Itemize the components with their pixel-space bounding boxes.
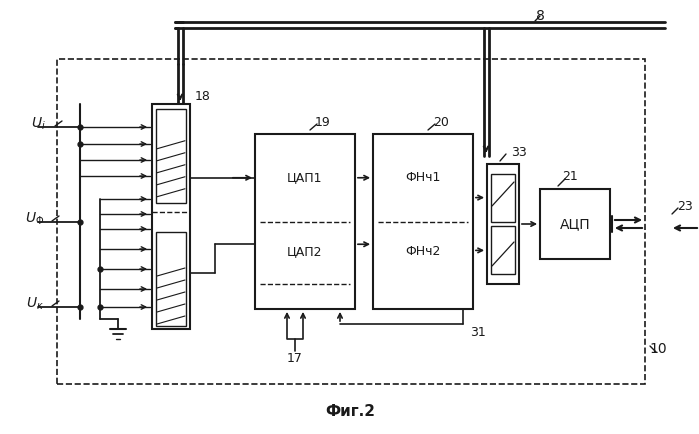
Text: 21: 21 [562, 171, 578, 184]
Text: 20: 20 [433, 115, 449, 128]
Text: 31: 31 [470, 326, 486, 339]
Bar [487, 164, 519, 284]
Text: $U_i$: $U_i$ [31, 116, 45, 132]
Text: 19: 19 [315, 115, 331, 128]
Text: ЦАП1: ЦАП1 [287, 171, 323, 184]
Text: Фиг.2: Фиг.2 [325, 404, 375, 420]
Text: АЦП: АЦП [560, 217, 591, 231]
Text: 17: 17 [287, 352, 303, 365]
Bar [156, 231, 186, 326]
Bar [540, 189, 610, 259]
Text: 33: 33 [511, 145, 527, 158]
Text: 10: 10 [649, 342, 667, 356]
Text: ФНч2: ФНч2 [405, 245, 440, 258]
Text: $U_\Phi$: $U_\Phi$ [25, 211, 45, 227]
Bar [373, 134, 473, 309]
Bar [491, 174, 515, 222]
Text: $U_\kappa$: $U_\kappa$ [26, 296, 44, 312]
Text: 18: 18 [195, 89, 211, 102]
Text: 23: 23 [677, 200, 693, 213]
Bar [255, 134, 355, 309]
Text: ФНч1: ФНч1 [405, 171, 440, 184]
Text: ЦАП2: ЦАП2 [287, 245, 323, 258]
Bar [152, 104, 190, 329]
Bar [491, 227, 515, 274]
Text: 8: 8 [535, 9, 545, 23]
Bar [57, 59, 645, 384]
Bar [156, 109, 186, 203]
